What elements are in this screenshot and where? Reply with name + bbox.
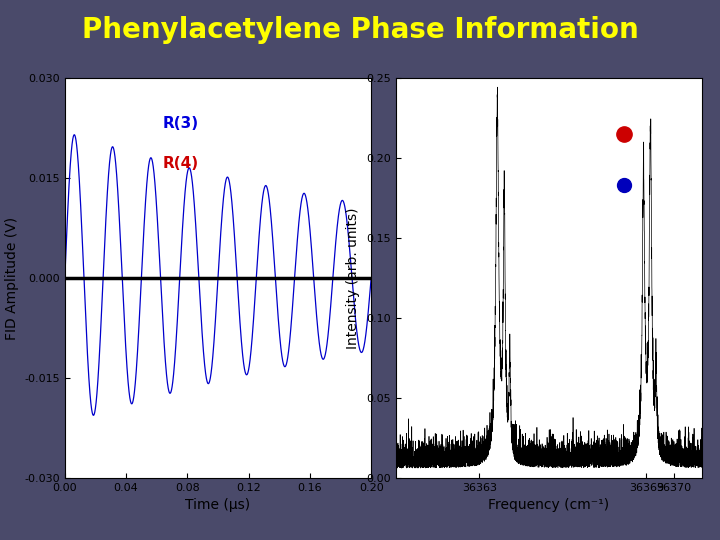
Text: R(3): R(3) (163, 116, 199, 131)
X-axis label: Time (μs): Time (μs) (186, 498, 251, 512)
Text: R(4): R(4) (163, 156, 199, 171)
Text: Phenylacetylene Phase Information: Phenylacetylene Phase Information (81, 16, 639, 44)
Y-axis label: FID Amplitude (V): FID Amplitude (V) (5, 217, 19, 340)
X-axis label: Frequency (cm⁻¹): Frequency (cm⁻¹) (488, 498, 609, 512)
Y-axis label: Intensity (arb. units): Intensity (arb. units) (346, 207, 361, 349)
